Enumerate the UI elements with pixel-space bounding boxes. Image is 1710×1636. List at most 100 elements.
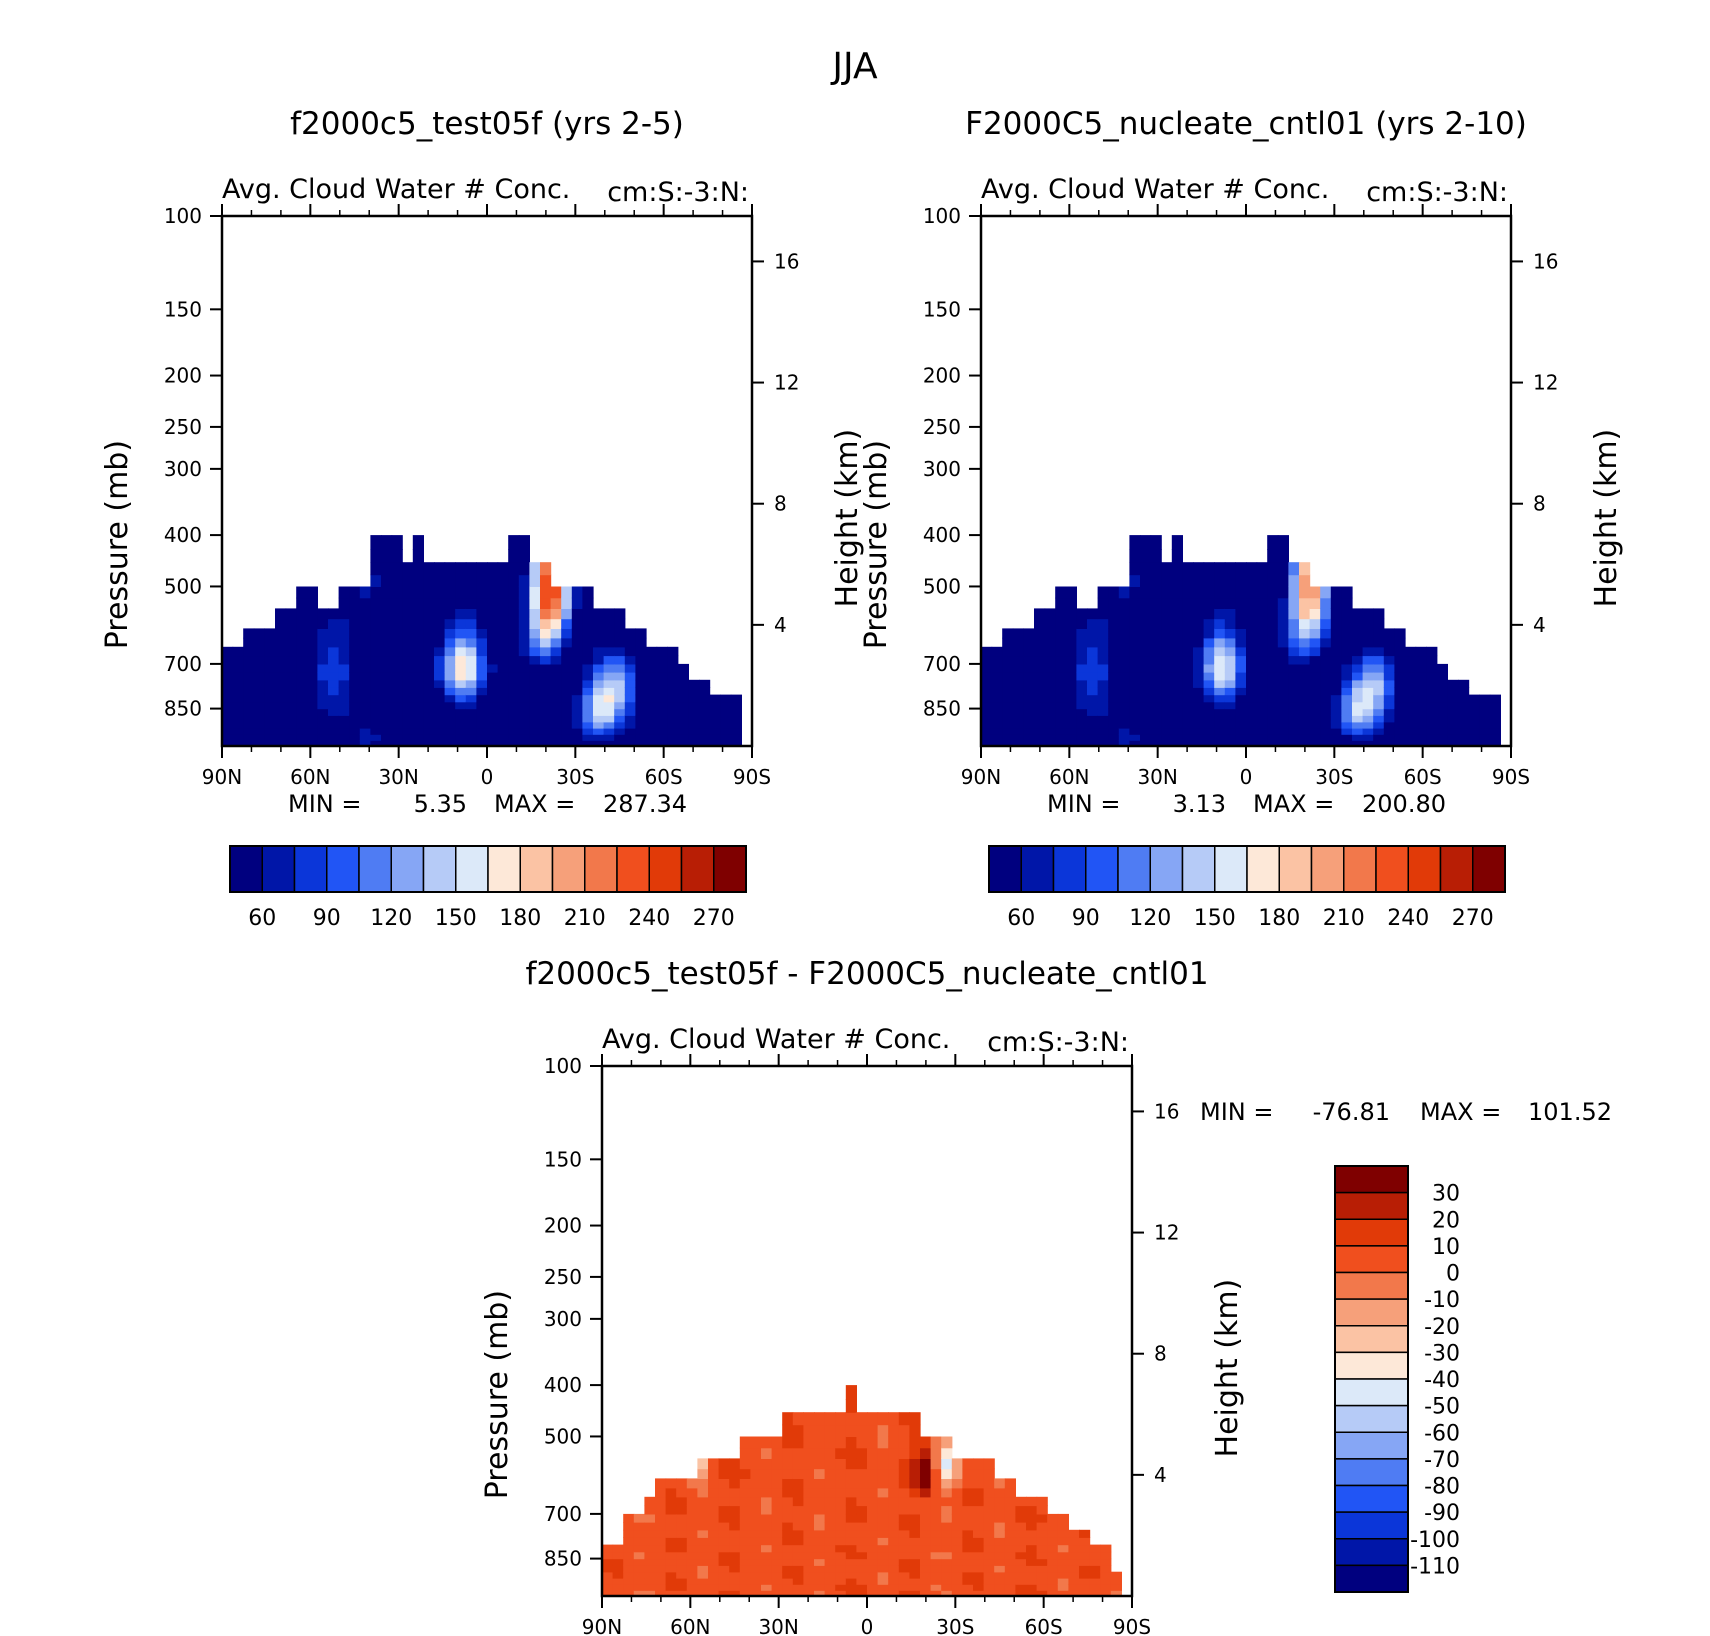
field-cell xyxy=(1320,679,1332,688)
field-cell xyxy=(1405,734,1417,741)
field-cell xyxy=(888,1537,900,1546)
field-cell xyxy=(434,586,446,599)
field-cell xyxy=(1036,1522,1048,1531)
field-cell xyxy=(1023,637,1035,648)
field-cell xyxy=(1288,687,1300,696)
field-cell xyxy=(1065,734,1077,741)
field-cell xyxy=(1110,1584,1122,1591)
field-cell xyxy=(644,1505,656,1515)
field-cell xyxy=(264,646,276,657)
field-cell xyxy=(1468,694,1480,703)
field-cell xyxy=(845,1571,857,1579)
field-cell xyxy=(1161,637,1173,648)
field-cell xyxy=(835,1551,847,1560)
field-cell xyxy=(1193,734,1205,741)
field-cell xyxy=(391,562,403,576)
field-cell xyxy=(306,701,318,710)
field-cell xyxy=(402,728,414,735)
field-cell xyxy=(898,1487,910,1498)
field-cell xyxy=(1383,687,1395,696)
field-cell xyxy=(1235,646,1247,657)
field-cell xyxy=(1383,740,1395,746)
field-cell xyxy=(867,1537,879,1546)
field-cell xyxy=(720,694,732,703)
field-cell xyxy=(750,1537,762,1546)
field-cell xyxy=(328,663,340,673)
field-cell xyxy=(264,701,276,710)
field-cell xyxy=(1246,715,1258,723)
field-cell xyxy=(1036,1529,1048,1538)
field-cell xyxy=(1034,715,1046,723)
field-cell xyxy=(1012,672,1024,681)
field-cell xyxy=(750,1468,762,1479)
field-cell xyxy=(1055,655,1067,665)
field-cell xyxy=(655,1478,667,1489)
field-cell xyxy=(1246,701,1258,710)
field-cell xyxy=(1004,1571,1016,1579)
field-cell xyxy=(814,1412,826,1426)
field-cell xyxy=(412,646,424,657)
field-cell xyxy=(1235,586,1247,599)
field-cell xyxy=(941,1558,953,1566)
field-cell xyxy=(1012,708,1024,716)
field-cell xyxy=(718,1578,730,1585)
x-tick-label: 30N xyxy=(1137,765,1177,789)
field-cell xyxy=(612,1558,624,1566)
field-cell xyxy=(349,655,361,665)
field-cell xyxy=(1309,646,1321,657)
field-cell xyxy=(973,1522,985,1531)
field-cell xyxy=(222,655,234,665)
colorbar-label: 10 xyxy=(1432,1235,1460,1260)
field-cell xyxy=(402,562,414,576)
field-cell xyxy=(1267,663,1279,673)
field-cell xyxy=(814,1551,826,1560)
field-cell xyxy=(771,1513,783,1523)
field-cell xyxy=(1097,618,1109,629)
field-cell xyxy=(402,597,414,609)
field-cell xyxy=(635,694,647,703)
field-cell xyxy=(697,1478,709,1489)
field-cell xyxy=(1352,655,1364,665)
field-cell xyxy=(665,1544,677,1553)
field-cell xyxy=(1267,608,1279,620)
field-cell xyxy=(1309,597,1321,609)
field-cell xyxy=(1118,708,1130,716)
field-cell xyxy=(1087,679,1099,688)
field-cell xyxy=(359,721,371,729)
field-cell xyxy=(285,728,297,735)
field-cell xyxy=(1246,655,1258,665)
field-cell xyxy=(529,586,541,599)
field-cell xyxy=(1065,597,1077,609)
field-cell xyxy=(1341,655,1353,665)
field-cell xyxy=(1405,721,1417,729)
max-label: MAX = xyxy=(1420,1098,1501,1126)
field-cell xyxy=(518,701,530,710)
field-cell xyxy=(856,1571,868,1579)
field-cell xyxy=(1479,721,1491,729)
field-cell xyxy=(518,708,530,716)
field-cell xyxy=(656,721,668,729)
field-cell xyxy=(1352,694,1364,703)
field-cell xyxy=(1394,701,1406,710)
field-cell xyxy=(476,740,488,746)
colorbar-swatch xyxy=(1334,1271,1409,1300)
field-cell xyxy=(540,618,552,629)
field-cell xyxy=(465,734,477,741)
field-cell xyxy=(1330,646,1342,657)
field-cell xyxy=(792,1447,804,1459)
field-cell xyxy=(391,646,403,657)
field-cell xyxy=(1097,672,1109,681)
field-cell xyxy=(1235,740,1247,746)
panel-title: F2000C5_nucleate_cntl01 (yrs 2-10) xyxy=(965,106,1527,142)
field-cell xyxy=(571,628,583,639)
field-cell xyxy=(614,694,626,703)
field-cell xyxy=(1394,708,1406,716)
field-cell xyxy=(412,535,424,550)
field-cell xyxy=(888,1571,900,1579)
field-cell xyxy=(688,687,700,696)
field-cell xyxy=(909,1558,921,1566)
field-cell xyxy=(1097,586,1109,599)
field-cell xyxy=(508,597,520,609)
field-cell xyxy=(1267,694,1279,703)
field-cell xyxy=(476,679,488,688)
